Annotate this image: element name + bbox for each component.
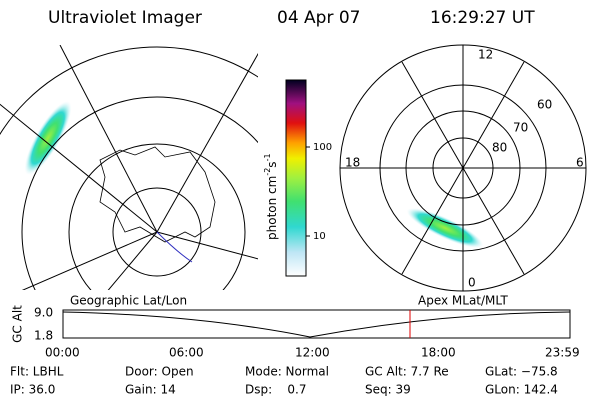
info-field: GLon: 142.4 [485, 383, 558, 397]
y-tick-label: 1.8 [34, 329, 53, 343]
lat-label: 80 [492, 141, 507, 155]
info-field: GC Alt: 7.7 Re [365, 365, 449, 379]
altitude-plot: Geographic Lat/Lon Apex MLat/MLT GC Alt … [11, 294, 580, 360]
x-tick-label: 23:59 [545, 346, 580, 360]
title: Ultraviolet Imager [48, 8, 202, 28]
colorbar-label: photon cm-2s-1 [263, 153, 279, 240]
x-tick-label: 12:00 [295, 346, 330, 360]
hour-label: 6 [576, 156, 584, 170]
hour-label: 0 [468, 276, 476, 290]
info-field: Seq: 39 [365, 383, 411, 397]
lat-label: 70 [513, 121, 528, 135]
time: 16:29:27 UT [430, 8, 535, 28]
info-field: IP: 36.0 [10, 383, 55, 397]
axis-label: GC Alt [11, 305, 25, 343]
hour-label: 18 [345, 156, 360, 170]
info-field: Flt: LBHL [10, 365, 64, 379]
info-field: Dsp: 0.7 [245, 383, 307, 397]
info-field: Mode: Normal [245, 365, 329, 379]
colorbar-tick: 10 [313, 231, 326, 242]
x-tick-label: 06:00 [169, 346, 204, 360]
info-field: Gain: 14 [125, 383, 176, 397]
map [0, 45, 258, 290]
colorbar [285, 79, 307, 277]
x-tick-label: 00:00 [45, 346, 80, 360]
info-field: Door: Open [125, 365, 194, 379]
label: photon cm [265, 176, 279, 240]
info-field: GLat: −75.8 [485, 365, 558, 379]
info-panel: Flt: LBHL Door: Open Mode: Normal GC Alt: 7… [10, 365, 558, 397]
date: 04 Apr 07 [277, 8, 360, 28]
label: s [265, 161, 279, 167]
hour-label: 12 [478, 48, 493, 62]
x-tick-label: 18:00 [421, 346, 456, 360]
y-tick-label: 9.0 [34, 306, 53, 320]
colorbar-tick: 100 [313, 142, 332, 153]
label: -2 [263, 168, 272, 176]
label: -1 [263, 153, 272, 161]
plot-label: Geographic Lat/Lon [70, 294, 187, 308]
polar-plot: 12 18 6 0 60 70 80 [339, 44, 587, 292]
plot-label: Apex MLat/MLT [418, 294, 508, 308]
lat-label: 60 [537, 98, 552, 112]
